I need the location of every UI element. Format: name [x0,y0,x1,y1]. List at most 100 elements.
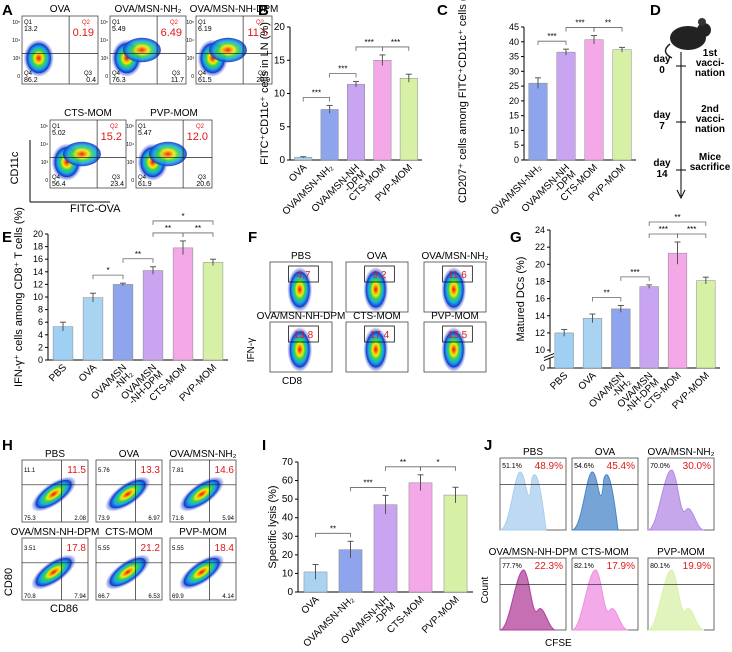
axis-tick-label: 10⁴ [100,38,108,44]
y-tick-label: 14 [535,311,545,321]
y-tick-label: 6 [38,317,43,327]
right-percentage: 17.9% [607,561,635,572]
significance-label: * [181,212,184,221]
density-core [35,480,72,509]
bar [584,39,604,161]
gate-percentage: 13.8 [294,330,314,341]
bar-chart-c: 0 5 10 15 20 25 30 35 40 45 CD207⁺ cells among FIT… [457,0,636,218]
plot-title: OVA [595,447,616,458]
q4-value: 56.4 [52,181,66,188]
q4-value: 75.3 [24,516,36,522]
bar [696,280,716,369]
density-core [365,271,386,308]
bar [612,49,632,161]
timeline-day: day 0 [653,54,671,76]
plot-title: PBS [523,447,543,458]
bar [667,252,688,369]
y-tick-label: 40 [282,513,294,524]
flow-plot-h: PVP-MOM 5.55 18.4 69.9 4.14 [169,527,237,601]
panel-letter-j: J [484,437,492,454]
density-core [122,37,161,63]
significance-bracket [122,258,154,263]
q1-value: 11.1 [24,468,36,474]
plot-title: OVA/MSN-NH₂ [114,4,181,15]
axis-tick-label: 10⁴ [12,38,20,44]
x-axis-title: CFSE [545,638,572,649]
plot-title: PVP-MOM [179,527,227,538]
y-tick-label: 10 [274,89,286,100]
q2-value: 13.3 [141,465,161,476]
quadrant-label: Q2 [196,124,205,130]
flow-plot-f: 13.8 OVA/MSN-NH-DPM [257,311,345,373]
significance-label: *** [687,225,696,234]
q3-value: 2.08 [74,516,86,522]
q4-value: 71.6 [172,516,184,522]
q4-value: 86.2 [24,77,38,84]
gate-box [364,265,395,283]
significance-bracket [152,220,214,225]
right-percentage: 22.3% [535,561,563,572]
axis-tick-label: 10⁵ [12,20,20,26]
x-category-label: OVA [287,162,309,184]
x-category-label: OVA [299,594,321,616]
q2-value: 11.5 [67,465,86,476]
significance-bracket [565,27,595,32]
flow-plot-f: 15.5 PVP-MOM [423,311,487,373]
plot-title: OVA [367,251,388,262]
y-axis-title: Count [480,576,491,603]
bar [408,482,433,593]
quadrant-label: Q3 [84,71,93,77]
y-tick-label: 5 [279,122,285,133]
panel-letter-h: H [2,437,13,454]
q4-value: 61.9 [138,181,152,188]
timeline-day: day 7 [653,110,671,132]
histogram-area [499,569,557,631]
density-core [183,558,220,587]
bar [554,332,574,369]
significance-label: ** [400,458,406,467]
plot-title: OVA [119,449,140,460]
q1-value: 5.76 [98,468,110,474]
axis-break-mark [543,353,555,359]
axis-tick-label: 10³ [187,56,195,62]
axis-tick-label: 10⁵ [40,124,48,130]
quadrant-label: Q4 [24,71,33,77]
y-tick-label: 20 [535,259,545,269]
gate-percentage: 15.5 [448,330,468,341]
bar [82,297,104,361]
significance-bracket [315,532,351,538]
y-tick-label: 70 [282,457,294,468]
gate-percentage: 11.6 [448,270,467,281]
y-axis-title: CD11c [9,151,21,184]
significance-label: * [106,266,109,275]
q3-value: 20.6 [196,181,210,188]
flow-plot-f: 11.6 OVA/MSN-NH₂ [421,251,489,313]
flow-plot-h: OVA 5.76 13.3 73.9 6.97 [95,449,163,523]
flow-plot-h: OVA/MSN-NH-DPM 3.51 17.8 70.8 7.94 [11,527,99,601]
q2-value: 18.4 [215,543,235,554]
quadrant-label: Q3 [172,71,181,77]
y-tick-label: 18 [535,276,545,286]
q2-value: 6.49 [161,27,182,39]
density-core [289,271,310,308]
histogram-plot: 51.1% 48.9% PBS [499,447,567,531]
y-axis-title: Specific lysis (%) [267,485,279,568]
significance-bracket [350,487,386,492]
y-tick-label: 35 [509,52,519,62]
significance-label: *** [365,38,374,47]
density-core [62,141,101,167]
significance-label: *** [312,88,321,97]
significance-label: ** [135,250,141,259]
density-core [109,480,146,509]
significance-bracket [329,73,357,78]
significance-label: *** [391,38,400,47]
axis-tick-label: 10⁵ [126,124,134,130]
gate-percentage: 17.4 [370,330,390,341]
flow-plot-h: OVA/MSN-NH₂ 7.81 14.6 71.6 5.94 [169,449,237,523]
mouse-icon [698,18,706,26]
quadrant-label: Q2 [256,20,265,26]
axis-tick-label: 10³ [41,160,49,166]
